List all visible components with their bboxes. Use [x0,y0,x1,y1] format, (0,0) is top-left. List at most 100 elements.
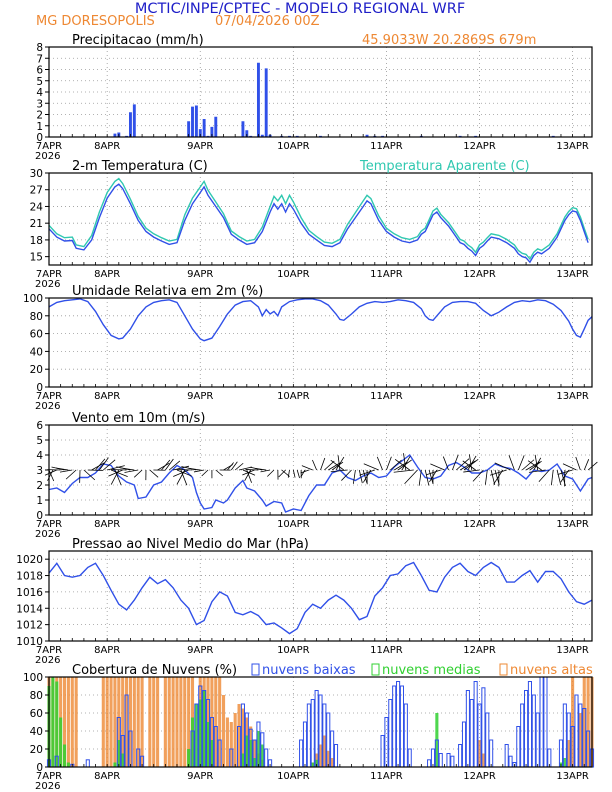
y-tick-label: 80 [30,690,43,702]
cloud-bar [194,704,198,767]
y-tick-label: 1020 [16,554,43,566]
x-year-label: 2026 [35,279,60,290]
y-tick-label: 0 [36,382,43,394]
wind-arrow [557,469,573,475]
cloud-bar [306,703,311,768]
wind-arrow [215,469,223,477]
y-tick-label: 6 [36,65,43,77]
x-tick-label: 7APR [36,771,62,782]
cloud-bar [311,762,315,767]
cloud-bar [299,739,304,768]
cloud-bar [62,677,67,767]
cloud-bar [221,695,226,767]
cloud-bar [427,759,432,768]
wind-arrow [376,456,383,471]
cloud-bar [315,759,319,767]
y-tick-label: 0 [36,132,43,144]
cloud-bar [260,744,264,767]
cloud-bar [524,690,529,768]
cloud-bar [117,677,121,767]
cloud-bar [113,677,117,767]
x-tick-label: 7APR [36,141,62,152]
cloud-bar [578,713,582,767]
wind-arrow [193,469,205,473]
wind-arrow [47,469,54,481]
cloud-bar [508,755,513,768]
y-tick-label: 5 [36,435,43,447]
wind-arrow [267,469,275,477]
cloud-bar [148,677,152,767]
cloud-bar [396,681,401,768]
cloud-bar [233,713,237,767]
cloud-bar [562,703,567,768]
header-coordinates: 45.9033W 20.2869S 679m [362,33,536,48]
cloud-bar [399,685,405,768]
legend-swatch [499,663,508,676]
cloud-bar [179,677,183,767]
series-line [48,561,593,635]
cloud-bar [253,758,257,767]
cloud-bar [489,739,494,768]
wind-arrow [59,469,73,473]
cloud-bar [167,677,171,767]
y-tick-label: 100 [23,293,43,305]
x-tick-label: 11APR [370,645,403,656]
cloud-bar [214,677,218,767]
wind-arrow [401,455,411,471]
x-tick-label: 11APR [370,391,403,402]
wind-arrow [556,469,562,486]
precip-bar [365,134,369,137]
wind-arrow [404,469,418,485]
precip-bar [214,116,218,137]
x-tick-label: 10APR [277,391,310,402]
cloud-bar [198,699,202,767]
panel-clouds: 0 20 40 60 80 100 7APR 8APR 9APR 10APR 11APR 12APR 1… [23,663,595,792]
precip-bar [241,121,245,137]
legend-entry: nuvens baixas [262,663,356,678]
cloud-bar [190,717,195,767]
y-tick-label: 15 [30,252,43,264]
precip-bar [187,121,191,137]
precip-bar [245,130,249,137]
x-tick-label: 11APR [370,771,403,782]
cloud-bar [485,712,490,768]
wind-arrow [173,469,189,477]
x-tick-label: 13APR [556,519,589,530]
x-year-label: 2026 [35,781,60,792]
wind-arrow [463,469,480,473]
cloud-bar [473,681,478,768]
cloud-bar [527,681,532,768]
wind-arrow [324,460,335,471]
wind-arrow [517,455,525,471]
cloud-bar [264,748,269,768]
x-tick-label: 12APR [463,645,496,656]
wind-arrow [330,459,345,471]
y-tick-label: 60 [30,329,43,341]
wind-arrow [386,456,392,471]
wind-arrow [551,469,554,486]
wind-arrow [430,463,445,471]
cloud-bar [132,677,136,767]
cloud-bar [237,704,241,767]
wind-arrow [83,469,96,481]
panel-title: Precipitacao (mm/h) [72,33,204,48]
wind-arrow [201,469,209,477]
wind-arrow [175,468,193,471]
x-tick-label: 7APR [36,645,62,656]
x-tick-label: 13APR [556,391,589,402]
series-line [48,298,593,342]
cloud-bar [136,677,140,767]
y-tick-label: 6 [36,420,43,432]
x-year-label: 2026 [35,529,60,540]
cloud-bar [156,677,160,767]
precip-bar [260,134,264,137]
y-tick-label: 20 [30,744,43,756]
cloud-bar [388,699,393,768]
wind-arrow [246,469,252,483]
x-tick-label: 10APR [277,645,310,656]
wind-arrow [451,454,459,471]
wind-arrow [110,469,128,478]
cloud-bar [175,677,179,767]
y-tick-label: 1010 [16,636,43,648]
